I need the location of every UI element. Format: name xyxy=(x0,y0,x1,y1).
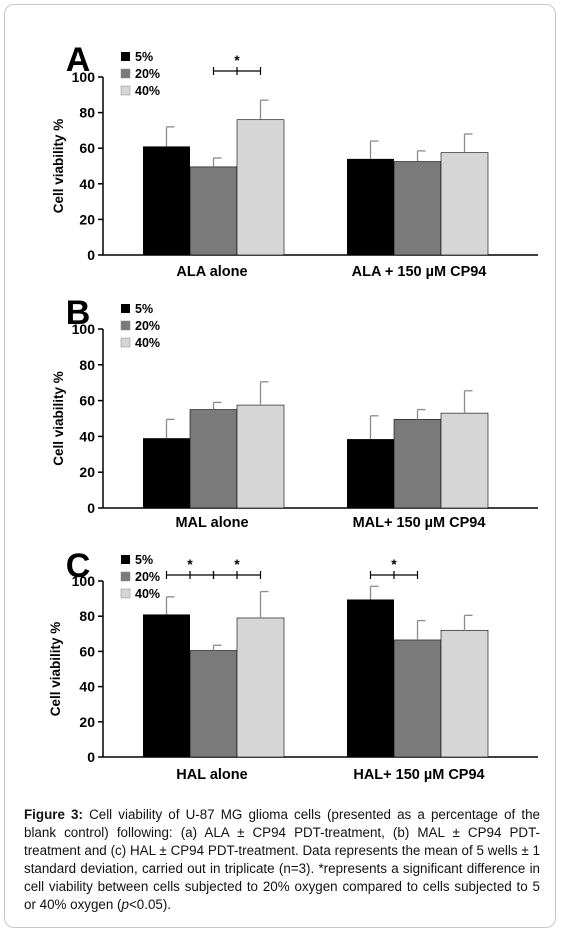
bar-B-1-2 xyxy=(440,412,489,509)
x-category-label: ALA + 150 µM CP94 xyxy=(352,264,487,280)
bar-A-0-2 xyxy=(236,119,285,256)
legend-swatch-2 xyxy=(120,337,131,348)
legend-label-2: 40% xyxy=(135,336,160,350)
legend-label-0: 5% xyxy=(135,302,153,316)
panel-label-C: C xyxy=(66,547,91,585)
y-tick-label: 100 xyxy=(72,321,96,337)
legend-label-2: 40% xyxy=(135,84,160,98)
legend-label-0: 5% xyxy=(135,553,153,567)
significance-star: * xyxy=(234,52,240,68)
y-tick-label: 60 xyxy=(79,393,95,409)
bar-B-0-1 xyxy=(189,409,238,509)
legend-label-1: 20% xyxy=(135,570,160,584)
bar-C-1-2 xyxy=(440,629,489,758)
legend-swatch-2 xyxy=(120,588,131,599)
legend-swatch-1 xyxy=(120,320,131,331)
x-category-label: HAL+ 150 µM CP94 xyxy=(353,767,484,783)
bar-C-1-0 xyxy=(347,599,394,757)
bar-C-0-1 xyxy=(189,650,238,758)
caption-label: Figure 3: xyxy=(24,807,83,822)
legend-label-1: 20% xyxy=(135,319,160,333)
x-category-label: MAL alone xyxy=(175,515,248,531)
caption-text-1: Cell viability of U-87 MG glioma cells (… xyxy=(24,807,540,912)
y-tick-label: 0 xyxy=(87,749,95,765)
significance-star: * xyxy=(391,556,397,572)
y-tick-label: 80 xyxy=(79,105,95,121)
bar-C-0-0 xyxy=(143,614,190,757)
bar-A-0-1 xyxy=(189,166,238,256)
legend-label-2: 40% xyxy=(135,587,160,601)
bar-B-0-0 xyxy=(143,438,190,508)
bar-C-1-1 xyxy=(393,639,442,758)
legend-swatch-1 xyxy=(120,571,131,582)
legend-swatch-0 xyxy=(121,304,130,313)
bar-C-0-2 xyxy=(236,617,285,758)
x-category-label: ALA alone xyxy=(176,264,247,280)
bar-B-1-0 xyxy=(347,439,394,508)
y-tick-label: 40 xyxy=(79,176,95,192)
y-tick-label: 100 xyxy=(72,573,96,589)
y-axis-title: Cell viability % xyxy=(51,119,66,214)
y-tick-label: 20 xyxy=(79,464,95,480)
y-tick-label: 60 xyxy=(79,643,95,659)
y-tick-label: 80 xyxy=(79,608,95,624)
bar-B-0-2 xyxy=(236,404,285,509)
bar-A-1-1 xyxy=(393,161,442,256)
bar-A-0-0 xyxy=(143,146,190,255)
y-tick-label: 0 xyxy=(87,500,95,516)
caption-text-p: p xyxy=(121,897,129,912)
panel-label-B: B xyxy=(66,294,91,332)
legend-swatch-2 xyxy=(120,85,131,96)
legend-label-0: 5% xyxy=(135,50,153,64)
legend-swatch-0 xyxy=(121,52,130,61)
y-tick-label: 100 xyxy=(72,69,96,85)
y-tick-label: 0 xyxy=(87,247,95,263)
significance-star: * xyxy=(234,556,240,572)
y-tick-label: 20 xyxy=(79,211,95,227)
y-tick-label: 40 xyxy=(79,679,95,695)
y-tick-label: 40 xyxy=(79,428,95,444)
legend-swatch-0 xyxy=(121,555,130,564)
significance-star: * xyxy=(187,556,193,572)
y-axis-title: Cell viability % xyxy=(48,622,63,717)
bar-A-1-0 xyxy=(347,158,394,255)
bar-A-1-2 xyxy=(440,152,489,256)
y-tick-label: 20 xyxy=(79,714,95,730)
panel-label-A: A xyxy=(66,41,91,79)
figure-caption: Figure 3: Cell viability of U-87 MG glio… xyxy=(24,806,540,914)
caption-text-2: <0.05). xyxy=(128,897,172,912)
bar-B-1-1 xyxy=(393,419,442,509)
x-category-label: MAL+ 150 µM CP94 xyxy=(353,515,486,531)
legend-swatch-1 xyxy=(120,68,131,79)
x-category-label: HAL alone xyxy=(176,767,247,783)
legend-label-1: 20% xyxy=(135,67,160,81)
y-tick-label: 80 xyxy=(79,357,95,373)
y-axis-title: Cell viability % xyxy=(51,371,66,466)
y-tick-label: 60 xyxy=(79,140,95,156)
